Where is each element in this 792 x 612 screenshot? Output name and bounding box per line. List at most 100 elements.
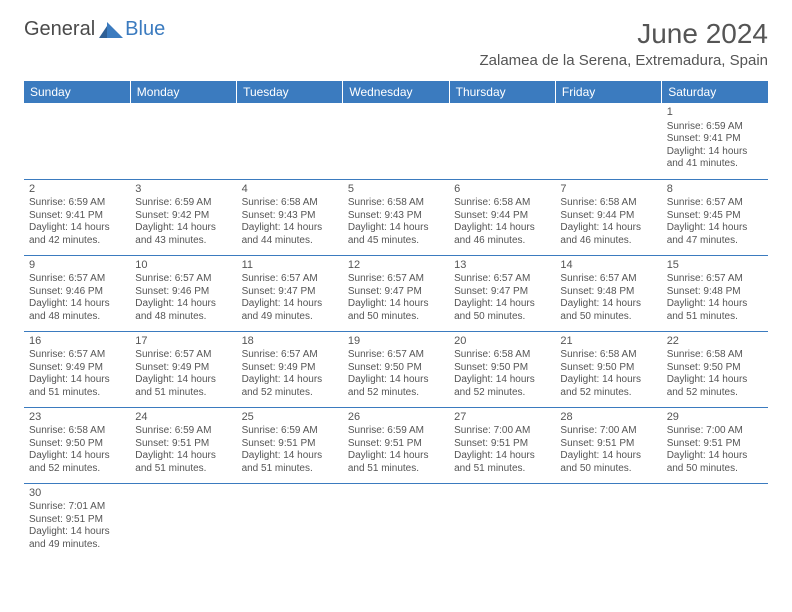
day-number: 24 [135, 411, 231, 425]
daylight-text: Daylight: 14 hours [135, 450, 231, 463]
daylight-text: Daylight: 14 hours [135, 298, 231, 311]
sunset-text: Sunset: 9:46 PM [29, 286, 125, 299]
location-text: Zalamea de la Serena, Extremadura, Spain [480, 52, 769, 69]
daylight-text: Daylight: 14 hours [242, 374, 338, 387]
calendar-day-cell: 28Sunrise: 7:00 AMSunset: 9:51 PMDayligh… [555, 407, 661, 483]
day-number: 29 [667, 411, 763, 425]
calendar-day-cell: 8Sunrise: 6:57 AMSunset: 9:45 PMDaylight… [662, 179, 768, 255]
daylight-text: Daylight: 14 hours [667, 146, 763, 159]
sunrise-text: Sunrise: 6:57 AM [135, 273, 231, 286]
sunset-text: Sunset: 9:50 PM [560, 362, 656, 375]
sunset-text: Sunset: 9:49 PM [29, 362, 125, 375]
sunrise-text: Sunrise: 6:58 AM [242, 197, 338, 210]
day-number: 1 [667, 106, 763, 120]
weekday-header: Friday [555, 81, 661, 103]
weekday-header: Monday [130, 81, 236, 103]
day-number: 14 [560, 259, 656, 273]
sunset-text: Sunset: 9:48 PM [560, 286, 656, 299]
sunset-text: Sunset: 9:43 PM [348, 210, 444, 223]
sunset-text: Sunset: 9:47 PM [242, 286, 338, 299]
daylight-text: and 42 minutes. [29, 235, 125, 248]
calendar-day-cell: 24Sunrise: 6:59 AMSunset: 9:51 PMDayligh… [130, 407, 236, 483]
calendar-day-cell: 18Sunrise: 6:57 AMSunset: 9:49 PMDayligh… [237, 331, 343, 407]
sunrise-text: Sunrise: 6:57 AM [454, 273, 550, 286]
daylight-text: Daylight: 14 hours [242, 450, 338, 463]
sunrise-text: Sunrise: 7:01 AM [29, 501, 125, 514]
daylight-text: Daylight: 14 hours [560, 222, 656, 235]
day-number: 9 [29, 259, 125, 273]
calendar-day-cell: 2Sunrise: 6:59 AMSunset: 9:41 PMDaylight… [24, 179, 130, 255]
calendar-table: Sunday Monday Tuesday Wednesday Thursday… [24, 81, 768, 559]
sunset-text: Sunset: 9:51 PM [454, 438, 550, 451]
sunrise-text: Sunrise: 6:58 AM [29, 425, 125, 438]
sunrise-text: Sunrise: 6:57 AM [29, 273, 125, 286]
calendar-day-cell: 12Sunrise: 6:57 AMSunset: 9:47 PMDayligh… [343, 255, 449, 331]
daylight-text: and 46 minutes. [454, 235, 550, 248]
calendar-day-cell: 3Sunrise: 6:59 AMSunset: 9:42 PMDaylight… [130, 179, 236, 255]
sunrise-text: Sunrise: 6:57 AM [348, 349, 444, 362]
sunset-text: Sunset: 9:44 PM [560, 210, 656, 223]
sunrise-text: Sunrise: 6:58 AM [667, 349, 763, 362]
calendar-week-row: 16Sunrise: 6:57 AMSunset: 9:49 PMDayligh… [24, 331, 768, 407]
sunrise-text: Sunrise: 6:59 AM [348, 425, 444, 438]
day-number: 27 [454, 411, 550, 425]
weekday-header: Tuesday [237, 81, 343, 103]
day-number: 5 [348, 183, 444, 197]
calendar-day-cell [449, 483, 555, 559]
daylight-text: and 51 minutes. [135, 463, 231, 476]
calendar-day-cell: 13Sunrise: 6:57 AMSunset: 9:47 PMDayligh… [449, 255, 555, 331]
calendar-day-cell: 4Sunrise: 6:58 AMSunset: 9:43 PMDaylight… [237, 179, 343, 255]
daylight-text: and 51 minutes. [135, 387, 231, 400]
daylight-text: and 52 minutes. [29, 463, 125, 476]
calendar-day-cell: 26Sunrise: 6:59 AMSunset: 9:51 PMDayligh… [343, 407, 449, 483]
sunrise-text: Sunrise: 6:58 AM [560, 349, 656, 362]
daylight-text: and 48 minutes. [29, 311, 125, 324]
sunrise-text: Sunrise: 6:58 AM [454, 349, 550, 362]
calendar-day-cell: 21Sunrise: 6:58 AMSunset: 9:50 PMDayligh… [555, 331, 661, 407]
calendar-week-row: 1Sunrise: 6:59 AMSunset: 9:41 PMDaylight… [24, 103, 768, 179]
sunset-text: Sunset: 9:42 PM [135, 210, 231, 223]
sunset-text: Sunset: 9:41 PM [667, 133, 763, 146]
sunrise-text: Sunrise: 6:57 AM [667, 273, 763, 286]
calendar-day-cell: 7Sunrise: 6:58 AMSunset: 9:44 PMDaylight… [555, 179, 661, 255]
daylight-text: Daylight: 14 hours [29, 526, 125, 539]
calendar-day-cell [343, 483, 449, 559]
daylight-text: and 52 minutes. [667, 387, 763, 400]
header: General Blue June 2024 Zalamea de la Ser… [0, 0, 792, 75]
sunrise-text: Sunrise: 6:57 AM [135, 349, 231, 362]
daylight-text: and 50 minutes. [454, 311, 550, 324]
calendar-day-cell: 11Sunrise: 6:57 AMSunset: 9:47 PMDayligh… [237, 255, 343, 331]
sunrise-text: Sunrise: 6:58 AM [348, 197, 444, 210]
calendar-day-cell [555, 103, 661, 179]
daylight-text: and 49 minutes. [29, 539, 125, 552]
calendar-day-cell [24, 103, 130, 179]
calendar-day-cell [555, 483, 661, 559]
sunrise-text: Sunrise: 6:59 AM [242, 425, 338, 438]
sunrise-text: Sunrise: 6:59 AM [667, 121, 763, 134]
daylight-text: Daylight: 14 hours [667, 450, 763, 463]
daylight-text: and 50 minutes. [667, 463, 763, 476]
daylight-text: and 50 minutes. [560, 463, 656, 476]
day-number: 21 [560, 335, 656, 349]
daylight-text: and 44 minutes. [242, 235, 338, 248]
calendar-day-cell [130, 103, 236, 179]
sunrise-text: Sunrise: 7:00 AM [667, 425, 763, 438]
calendar-day-cell: 30Sunrise: 7:01 AMSunset: 9:51 PMDayligh… [24, 483, 130, 559]
daylight-text: and 50 minutes. [560, 311, 656, 324]
daylight-text: Daylight: 14 hours [242, 298, 338, 311]
weekday-header: Thursday [449, 81, 555, 103]
sunrise-text: Sunrise: 6:58 AM [560, 197, 656, 210]
sunset-text: Sunset: 9:44 PM [454, 210, 550, 223]
day-number: 4 [242, 183, 338, 197]
daylight-text: and 52 minutes. [242, 387, 338, 400]
daylight-text: Daylight: 14 hours [560, 374, 656, 387]
logo-word-2: Blue [125, 18, 165, 41]
sunset-text: Sunset: 9:50 PM [454, 362, 550, 375]
daylight-text: Daylight: 14 hours [454, 450, 550, 463]
calendar-day-cell: 16Sunrise: 6:57 AMSunset: 9:49 PMDayligh… [24, 331, 130, 407]
daylight-text: Daylight: 14 hours [348, 298, 444, 311]
calendar-day-cell: 1Sunrise: 6:59 AMSunset: 9:41 PMDaylight… [662, 103, 768, 179]
daylight-text: Daylight: 14 hours [348, 450, 444, 463]
calendar-day-cell: 20Sunrise: 6:58 AMSunset: 9:50 PMDayligh… [449, 331, 555, 407]
sunset-text: Sunset: 9:51 PM [135, 438, 231, 451]
